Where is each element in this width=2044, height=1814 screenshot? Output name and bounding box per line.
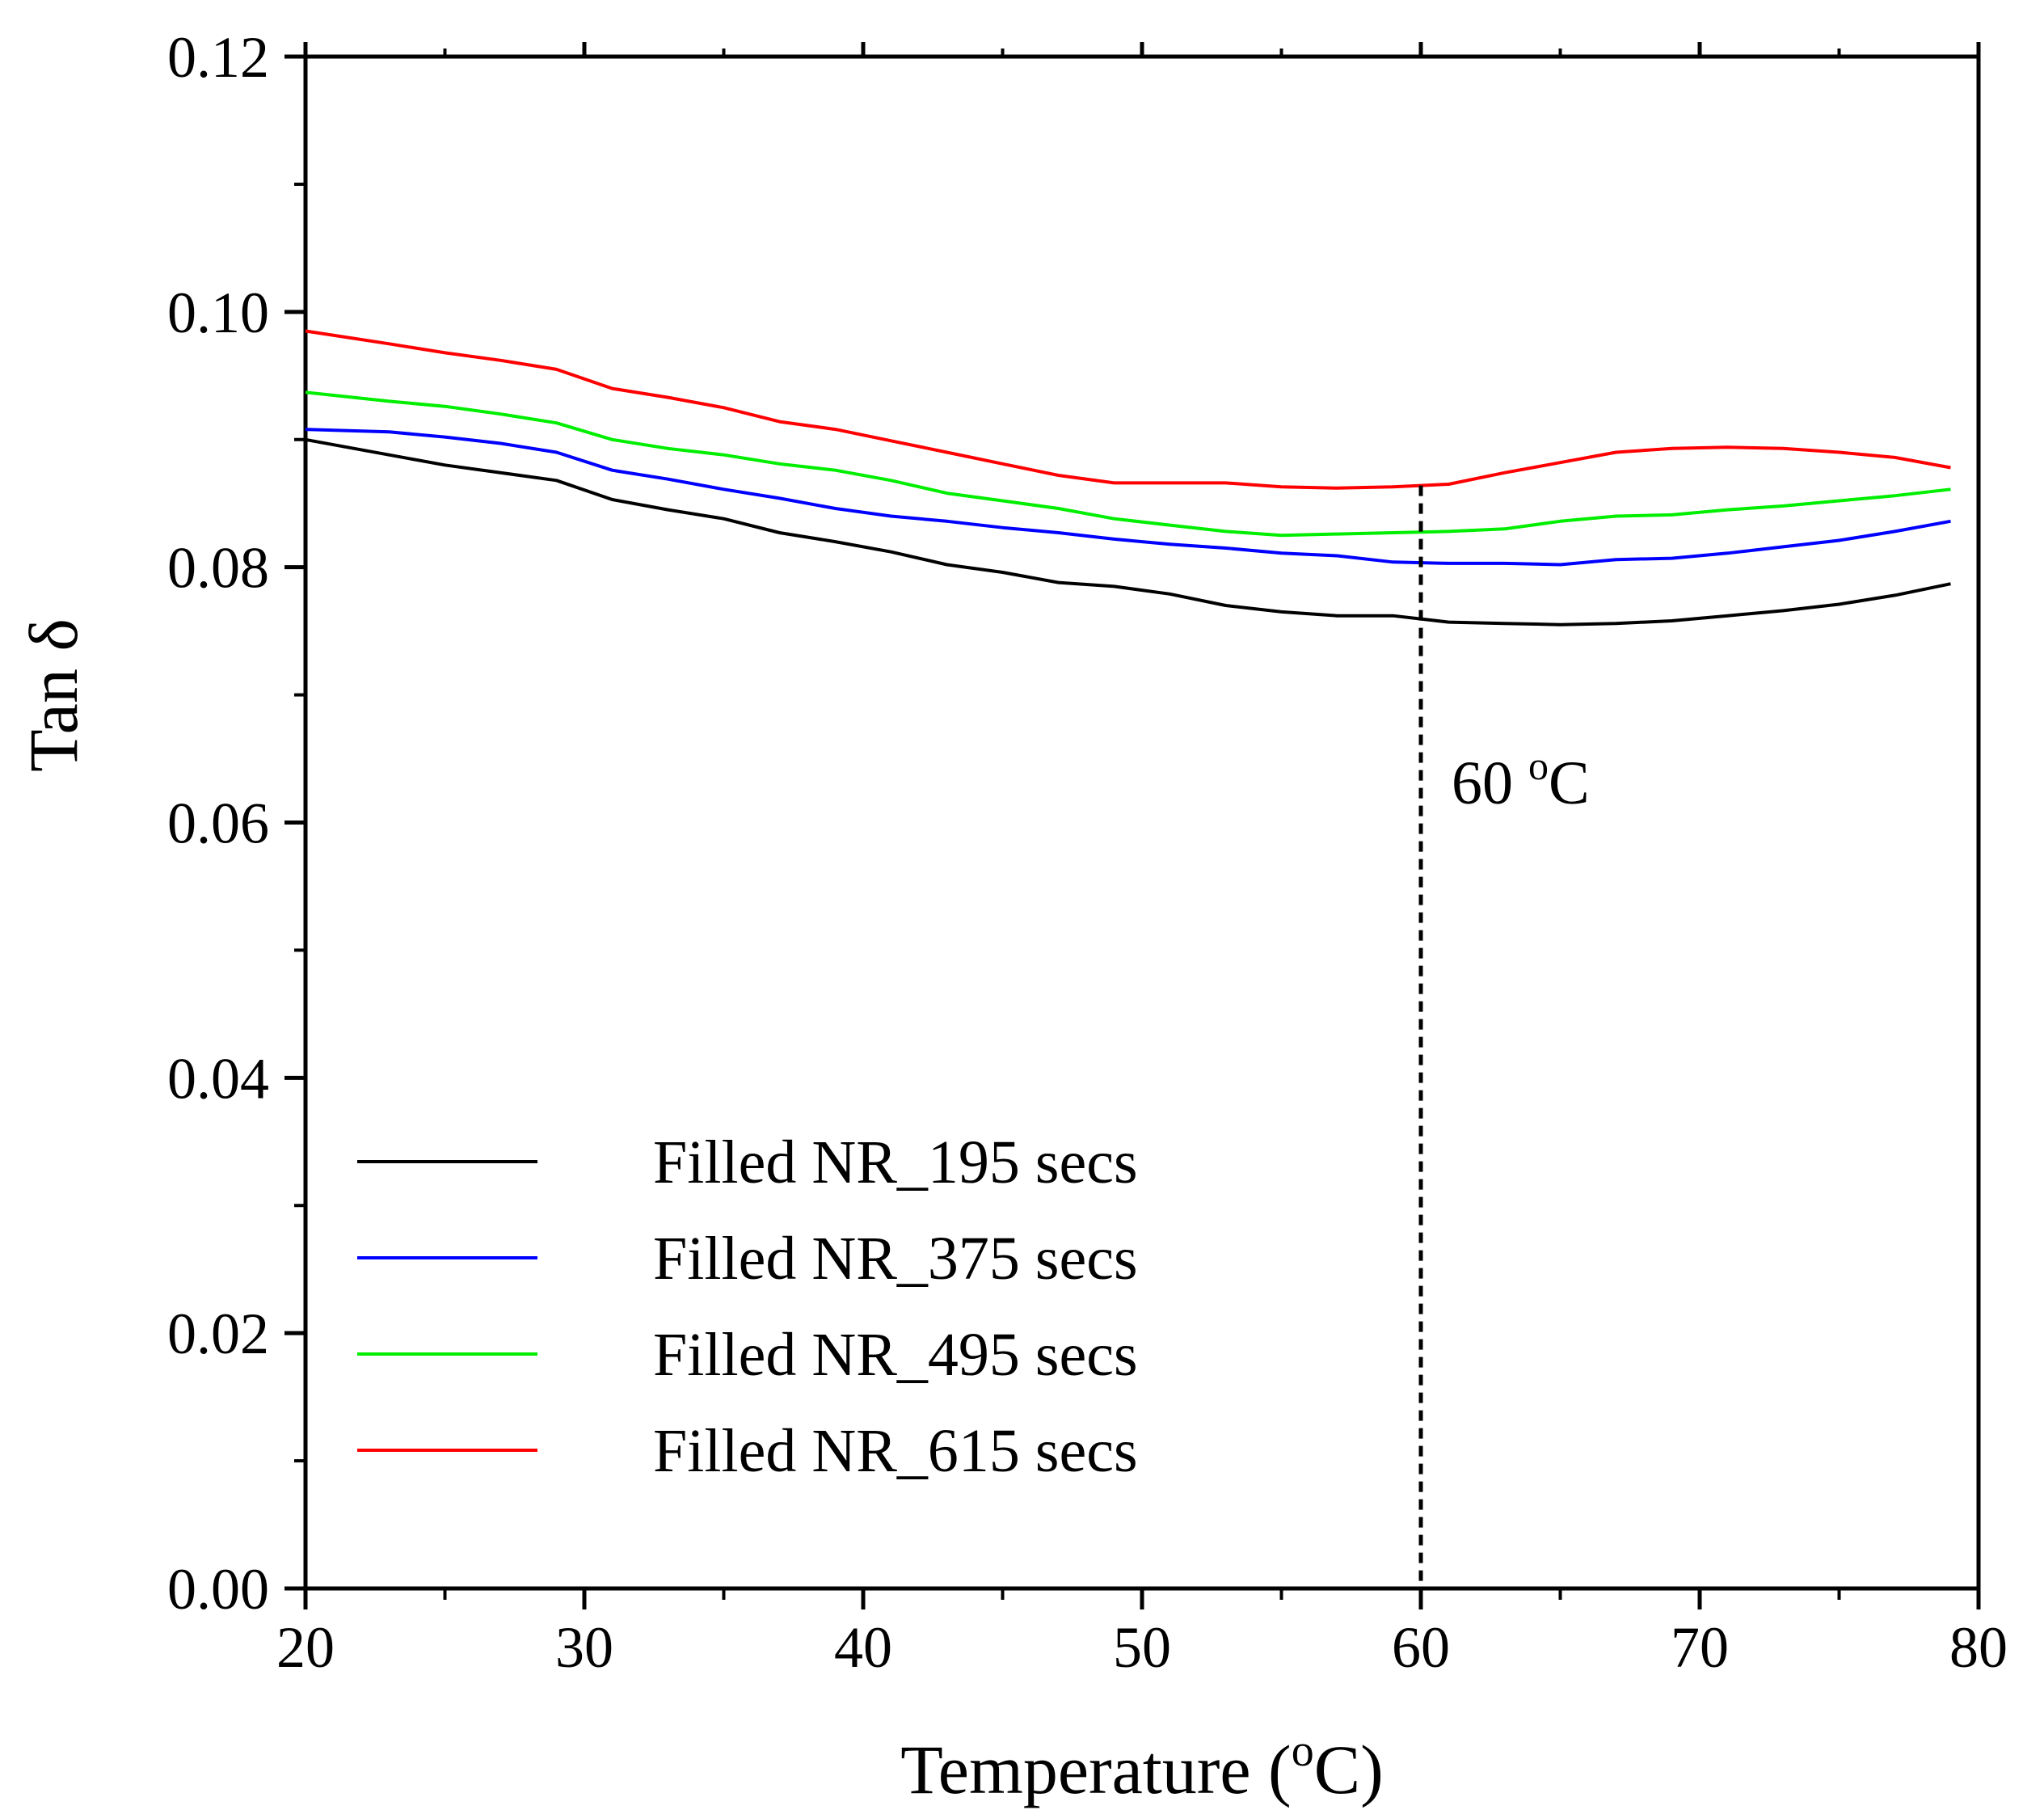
x-axis: 20 30 40 50 60 70 80: [276, 42, 2008, 1680]
x-tick-label: 30: [555, 1615, 613, 1680]
x-axis-title-prefix: Temperature (: [900, 1731, 1291, 1808]
y-tick-label: 0.04: [167, 1046, 269, 1111]
legend-label-4: Filled NR_615 secs: [653, 1417, 1138, 1485]
y-tick-label: 0.06: [167, 791, 269, 856]
y-tick-label: 0.00: [167, 1557, 269, 1622]
legend-label-1: Filled NR_195 secs: [653, 1128, 1138, 1196]
legend: Filled NR_195 secs Filled NR_375 secs Fill…: [357, 1128, 1138, 1485]
y-axis: 0.00 0.02 0.04 0.06 0.08 0.10 0.12: [167, 25, 306, 1622]
x-axis-title-degree: o: [1292, 1726, 1314, 1776]
x-tick-label: 20: [276, 1615, 335, 1680]
legend-label-3: Filled NR_495 secs: [653, 1321, 1138, 1389]
annotation-label-unit: C: [1549, 749, 1590, 817]
x-axis-title: Temperature (oC): [900, 1726, 1383, 1808]
series-line-1: [305, 437, 1951, 626]
series-line-3: [305, 390, 1951, 538]
annotation-label: 60 oC: [1452, 743, 1590, 817]
y-axis-title: Tan δ: [15, 618, 92, 772]
series-line-4: [305, 329, 1951, 490]
legend-label-2: Filled NR_375 secs: [653, 1225, 1138, 1293]
annotation-60c: 60 oC: [1418, 485, 1590, 1588]
x-tick-label: 80: [1949, 1615, 2008, 1680]
plot-area: [303, 54, 1981, 1591]
x-tick-label: 70: [1671, 1615, 1729, 1680]
annotation-label-main: 60: [1452, 749, 1528, 817]
x-tick-label: 40: [834, 1615, 892, 1680]
series-lines: [305, 329, 1951, 626]
y-tick-label: 0.08: [167, 536, 269, 601]
x-tick-label: 50: [1113, 1615, 1171, 1680]
x-tick-label: 60: [1392, 1615, 1450, 1680]
series-line-2: [305, 428, 1951, 567]
y-tick-label: 0.12: [167, 25, 269, 90]
x-axis-title-unit: C): [1314, 1731, 1384, 1808]
y-tick-label: 0.02: [167, 1301, 269, 1366]
y-tick-label: 0.10: [167, 281, 269, 345]
plot-border: [303, 54, 1981, 1591]
annotation-label-degree: o: [1528, 743, 1549, 788]
